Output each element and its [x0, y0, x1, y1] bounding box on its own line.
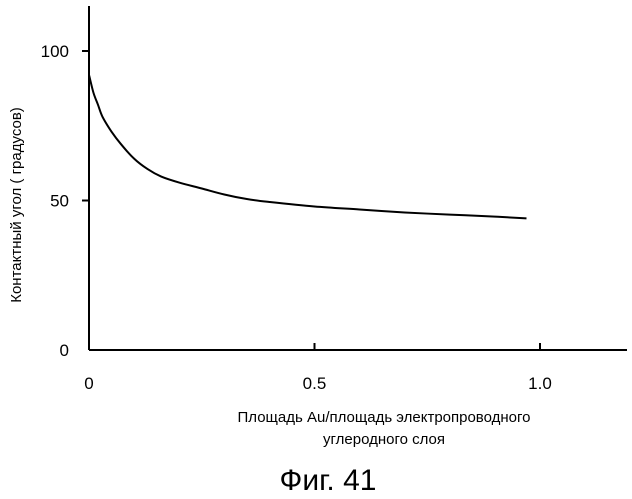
y-tick-label: 0 — [60, 341, 69, 360]
figure-caption: Фиг. 41 — [280, 464, 377, 497]
y-axis-title: Контактный угол ( градусов) — [8, 107, 25, 303]
x-tick-label: 0.5 — [303, 374, 327, 393]
y-ticks: 0 50 100 — [41, 42, 89, 360]
series-line — [89, 75, 527, 219]
y-tick-label: 50 — [50, 192, 69, 211]
x-axis-title-line-1: Площадь Au/площадь электропроводного — [238, 409, 531, 426]
x-tick-label: 1.0 — [528, 374, 552, 393]
x-tick-label: 0 — [84, 374, 93, 393]
y-tick-label: 100 — [41, 42, 69, 61]
x-axis-title-line-2: углеродного слоя — [323, 431, 445, 448]
